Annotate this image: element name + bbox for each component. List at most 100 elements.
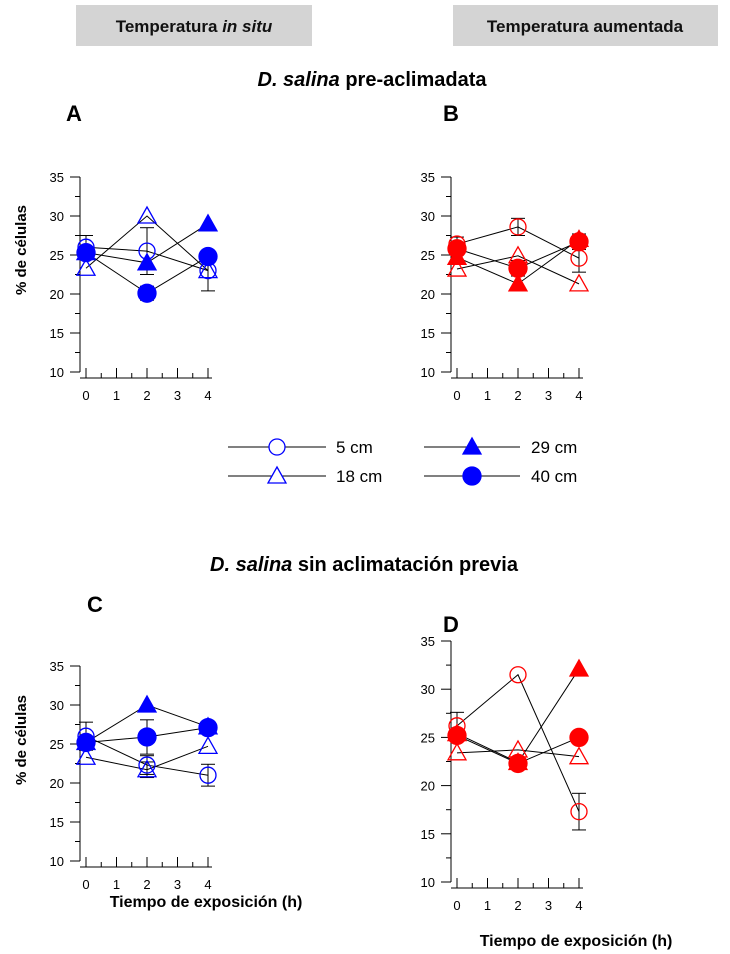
y-tick-label: 15 (421, 326, 435, 341)
marker-29cm (136, 252, 158, 271)
series-line-18cm (456, 255, 580, 285)
x-tick-label: 3 (174, 388, 181, 403)
marker-29cm (507, 273, 529, 292)
y-tick-label: 20 (50, 287, 64, 302)
panel-d: D 10 15 20 25 30 35 0 1 2 3 4 (421, 612, 590, 913)
y-tick-label: 25 (50, 737, 64, 752)
marker-40cm (569, 232, 589, 252)
section-title-bottom: D. salina sin aclimatación previa (210, 554, 519, 576)
y-tick-label: 30 (421, 209, 435, 224)
marker-40cm (198, 717, 218, 738)
legend-marker-5cm (268, 438, 286, 456)
marker-18cm (75, 257, 97, 276)
marker-40cm (137, 727, 157, 747)
marker-40cm (508, 753, 528, 774)
y-tick-label: 35 (50, 170, 64, 185)
x-tick-label: 3 (174, 877, 181, 892)
panel-label-c: C (87, 592, 103, 617)
x-tick-label: 0 (82, 877, 89, 892)
panel-b: B 10 15 20 25 30 35 0 1 2 3 4 (421, 101, 590, 403)
legend: 5 cm 29 cm 18 cm 40 cm (228, 436, 577, 486)
section-title-top: D. salina pre-aclimadata (258, 69, 488, 91)
y-tick-label: 10 (421, 875, 435, 890)
marker-18cm (136, 759, 158, 778)
panel-label-a: A (66, 101, 82, 126)
x-tick-label: 4 (575, 388, 582, 403)
x-tick-label: 3 (545, 388, 552, 403)
y-axis-label-bottom: % de células (13, 695, 30, 785)
y-tick-label: 35 (421, 634, 435, 649)
x-tick-label: 4 (575, 898, 582, 913)
marker-18cm (446, 258, 468, 277)
legend-marker-18cm (266, 465, 288, 484)
x-tick-label: 2 (514, 898, 521, 913)
legend-label-40cm: 40 cm (531, 467, 577, 486)
series-line-18cm (85, 215, 209, 271)
y-tick-label: 35 (421, 170, 435, 185)
panel-c: C 10 15 20 25 30 35 0 1 2 3 4 (50, 592, 219, 892)
y-tick-label: 25 (421, 248, 435, 263)
marker-5cm (199, 766, 217, 784)
x-tick-label: 4 (204, 877, 211, 892)
marker-18cm (197, 260, 219, 279)
header-right-box (453, 5, 718, 46)
x-tick-label: 4 (204, 388, 211, 403)
marker-18cm (446, 742, 468, 761)
x-tick-label: 3 (545, 898, 552, 913)
y-tick-label: 25 (50, 248, 64, 263)
legend-label-29cm: 29 cm (531, 438, 577, 457)
x-tick-label: 1 (484, 898, 491, 913)
y-tick-label: 20 (421, 287, 435, 302)
x-tick-label: 1 (113, 388, 120, 403)
marker-40cm (447, 725, 467, 746)
y-tick-label: 15 (421, 827, 435, 842)
marker-18cm (197, 736, 219, 754)
marker-18cm (568, 746, 590, 765)
marker-18cm (75, 746, 97, 765)
x-tick-label: 1 (113, 877, 120, 892)
y-tick-label: 30 (50, 209, 64, 224)
y-tick-label: 25 (421, 730, 435, 745)
marker-40cm (76, 732, 96, 753)
marker-40cm (198, 246, 218, 267)
y-tick-label: 30 (50, 698, 64, 713)
panel-label-b: B (443, 101, 459, 126)
x-axis-label-d: Tiempo de exposición (h) (480, 933, 673, 950)
x-tick-label: 1 (484, 388, 491, 403)
marker-40cm (76, 243, 96, 263)
x-tick-label: 2 (514, 388, 521, 403)
y-tick-label: 15 (50, 815, 64, 830)
marker-29cm (197, 213, 219, 232)
panel-a: A 10 15 20 25 30 35 0 1 2 3 4 (50, 101, 219, 403)
marker-18cm (136, 205, 158, 224)
marker-40cm (447, 239, 467, 259)
y-tick-label: 10 (421, 365, 435, 380)
header-left-label: Temperatura in situ (116, 17, 273, 36)
marker-29cm (136, 694, 158, 713)
header-right-label: Temperatura aumentada (487, 17, 684, 36)
marker-29cm (568, 658, 590, 677)
x-tick-label: 2 (143, 877, 150, 892)
marker-40cm (137, 283, 157, 303)
header-left-box (76, 5, 312, 46)
y-axis-label-top: % de células (13, 205, 30, 295)
series-line-18cm (456, 749, 580, 758)
y-tick-label: 35 (50, 659, 64, 674)
x-tick-label: 0 (82, 388, 89, 403)
x-tick-label: 0 (453, 898, 460, 913)
marker-5cm (509, 218, 527, 236)
x-tick-label: 2 (143, 388, 150, 403)
legend-label-18cm: 18 cm (336, 467, 382, 486)
y-tick-label: 20 (421, 779, 435, 794)
x-axis-label-c: Tiempo de exposición (h) (110, 894, 303, 911)
marker-18cm (568, 273, 590, 292)
legend-marker-40cm (462, 466, 482, 486)
y-tick-label: 15 (50, 326, 64, 341)
y-tick-label: 10 (50, 854, 64, 869)
marker-5cm (138, 756, 156, 774)
marker-5cm (509, 666, 527, 684)
y-tick-label: 30 (421, 682, 435, 697)
y-tick-label: 10 (50, 365, 64, 380)
